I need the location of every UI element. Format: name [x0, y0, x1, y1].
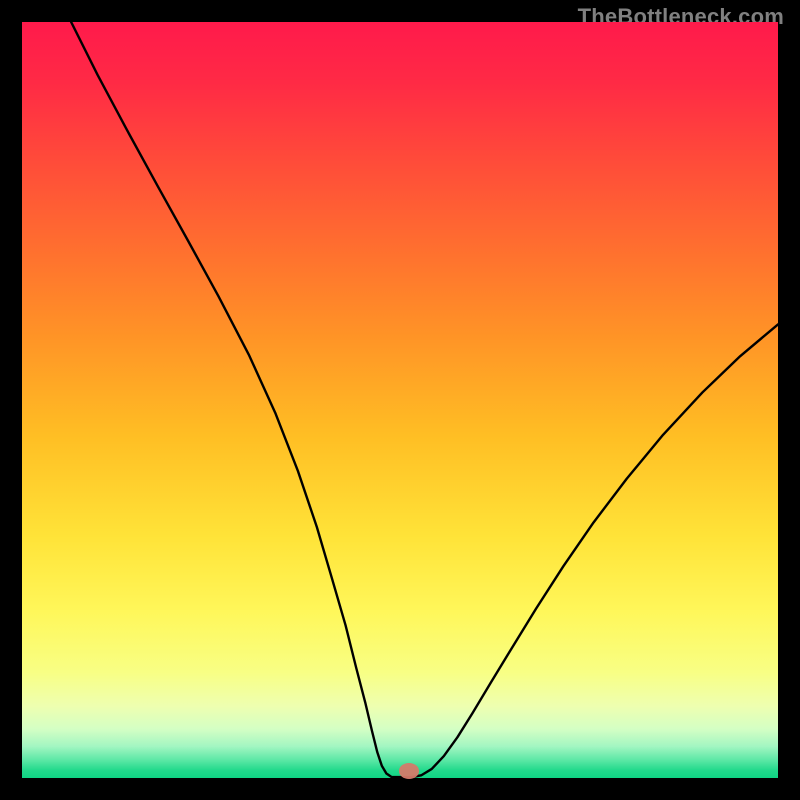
- chart-stage: TheBottleneck.com: [0, 0, 800, 800]
- plot-area: [22, 22, 778, 778]
- bottleneck-curve: [22, 22, 778, 778]
